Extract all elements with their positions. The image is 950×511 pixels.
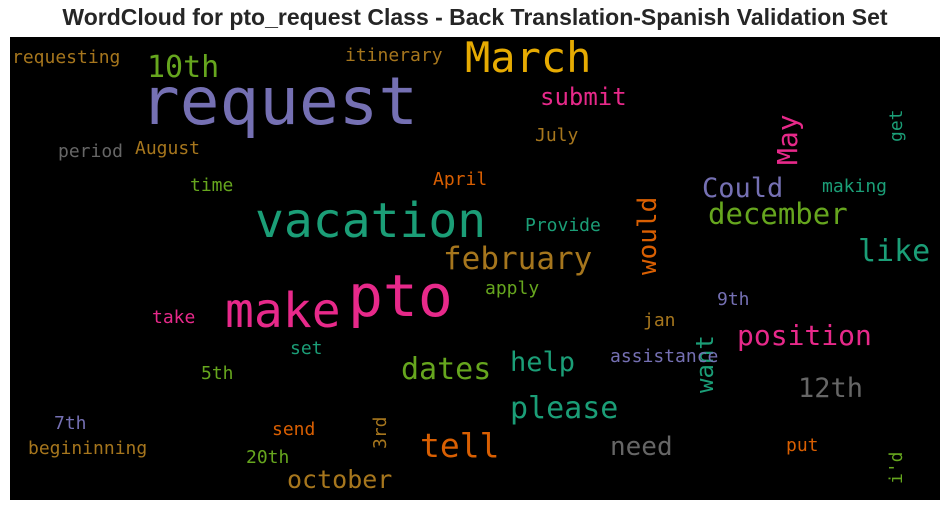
word-set: set (290, 338, 323, 359)
word-please: please (510, 391, 619, 426)
word-like: like (858, 234, 931, 269)
word-send: send (272, 419, 316, 440)
word-august: August (135, 138, 201, 159)
wordcloud-canvas: request pto vacation make March february decem… (10, 37, 940, 500)
word-begininning: begininning (28, 438, 148, 459)
word-10th: 10th (147, 50, 220, 85)
word-need: need (610, 432, 673, 462)
word-apply: apply (485, 278, 540, 299)
word-position: position (737, 319, 872, 352)
word-request: request (140, 63, 419, 140)
word-december: december (708, 197, 848, 231)
figure-title: WordCloud for pto_request Class - Back T… (62, 4, 888, 30)
word-vacation: vacation (255, 193, 487, 249)
word-assistance: assistance (610, 346, 719, 367)
word-april: April (433, 169, 488, 190)
word-take: take (152, 307, 196, 328)
word-5th: 5th (201, 363, 234, 384)
word-itinerary: itinerary (345, 45, 443, 66)
word-i-d: i'd (886, 451, 907, 485)
word-march: March (465, 37, 592, 82)
word-get: get (886, 109, 907, 143)
word-jan: jan (643, 310, 676, 331)
word-requesting: requesting (12, 47, 121, 68)
word-provide: Provide (525, 215, 601, 236)
word-20th: 20th (246, 447, 290, 468)
word-period: period (58, 141, 124, 162)
word-making: making (822, 176, 888, 197)
word-help: help (510, 347, 576, 378)
word-could: Could (702, 173, 784, 204)
word-12th: 12th (798, 373, 864, 404)
word-put: put (786, 435, 819, 456)
word-dates: dates (401, 352, 492, 387)
word-time: time (190, 175, 234, 196)
word-would: would (633, 196, 663, 275)
word-3rd: 3rd (370, 416, 391, 450)
word-tell: tell (420, 426, 500, 465)
word-9th: 9th (717, 289, 750, 310)
word-make: make (225, 283, 341, 339)
word-pto: pto (348, 262, 453, 330)
word-submit: submit (540, 83, 627, 111)
word-7th: 7th (54, 413, 87, 434)
word-may: May (771, 114, 804, 166)
word-february: february (443, 241, 593, 277)
word-october: october (287, 465, 393, 494)
word-july: July (535, 125, 579, 146)
